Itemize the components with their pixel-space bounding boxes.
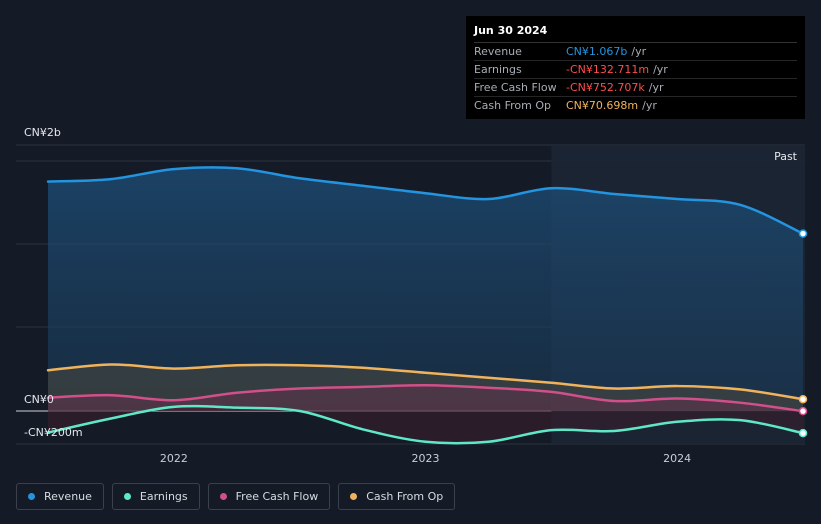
series-areas [48,167,803,444]
past-label: Past [774,150,798,163]
tooltip-row: Earnings -CN¥132.711m/yr [474,61,797,79]
tooltip-row-value: -CN¥752.707k [566,81,645,94]
tooltip-row: Revenue CN¥1.067b/yr [474,43,797,61]
x-tick-label: 2022 [160,452,188,465]
x-tick-label: 2023 [412,452,440,465]
revenue-end-point [798,229,808,238]
cash-from-op-area [48,364,803,411]
tooltip-row: Free Cash Flow -CN¥752.707k/yr [474,79,797,97]
tooltip-row-unit: /yr [631,45,647,58]
legend-label: Free Cash Flow [235,490,319,503]
legend-dot-icon [219,493,227,500]
earnings-line [46,404,805,445]
tooltip-panel: Jun 30 2024 Revenue CN¥1.067b/yr Earnings -… [466,16,805,119]
tooltip-row-value: -CN¥132.711m [566,63,650,76]
earnings-end-point [798,428,808,438]
legend-item-cash-from-op[interactable]: Cash From Op [338,483,456,510]
tooltip-row-unit: /yr [653,63,668,76]
y-axis-label: CN¥0 [24,393,54,406]
axis-labels: CN¥2b CN¥0 -CN¥200m Past 2022 2023 2024 [24,126,798,465]
earnings-area [48,406,803,444]
legend-dot-icon [350,493,358,500]
series-end-markers [798,229,808,438]
y-axis-label: -CN¥200m [24,426,83,439]
cash-from-op-line [46,363,805,401]
tooltip-rows: Revenue CN¥1.067b/yr Earnings -CN¥132.711m /… [474,43,797,114]
tooltip-row-value: CN¥70.698m [566,99,639,112]
tooltip-row-label: Revenue [474,45,522,58]
legend-label: Earnings [139,490,188,503]
tooltip-row-label: Cash From Op [474,99,552,112]
tooltip-row-unit: /yr [648,81,664,94]
legend-item-revenue[interactable]: Revenue [16,483,104,510]
tooltip-row-label: Free Cash Flow [474,81,557,94]
legend-label: Revenue [44,490,92,503]
free-cash-flow-area [48,385,803,412]
legend-dot-icon [123,493,131,500]
y-axis-label: CN¥2b [24,126,61,139]
free-cash-flow-line [46,383,805,413]
legend-label: Cash From Op [366,490,444,503]
x-tick-label: 2024 [663,452,691,465]
revenue-line [46,166,805,235]
legend-item-free-cash-flow[interactable]: Free Cash Flow [207,483,331,510]
cash-from-op-end-point [798,394,808,404]
tooltip-date: Jun 30 2024 [474,24,797,43]
tooltip-row-value: CN¥1.067b [566,45,628,58]
tooltip-row-label: Earnings [474,63,522,76]
revenue-area [48,167,803,411]
legend-item-earnings[interactable]: Earnings [111,483,200,510]
legend: Revenue Earnings Free Cash Flow Cash From O… [16,483,456,510]
free-cash-flow-end-point [798,406,808,416]
series-lines [46,166,805,445]
tooltip-row-unit: /yr [642,99,657,112]
tooltip-row: Cash From Op CN¥70.698m/yr [474,97,797,114]
legend-dot-icon [28,493,35,500]
